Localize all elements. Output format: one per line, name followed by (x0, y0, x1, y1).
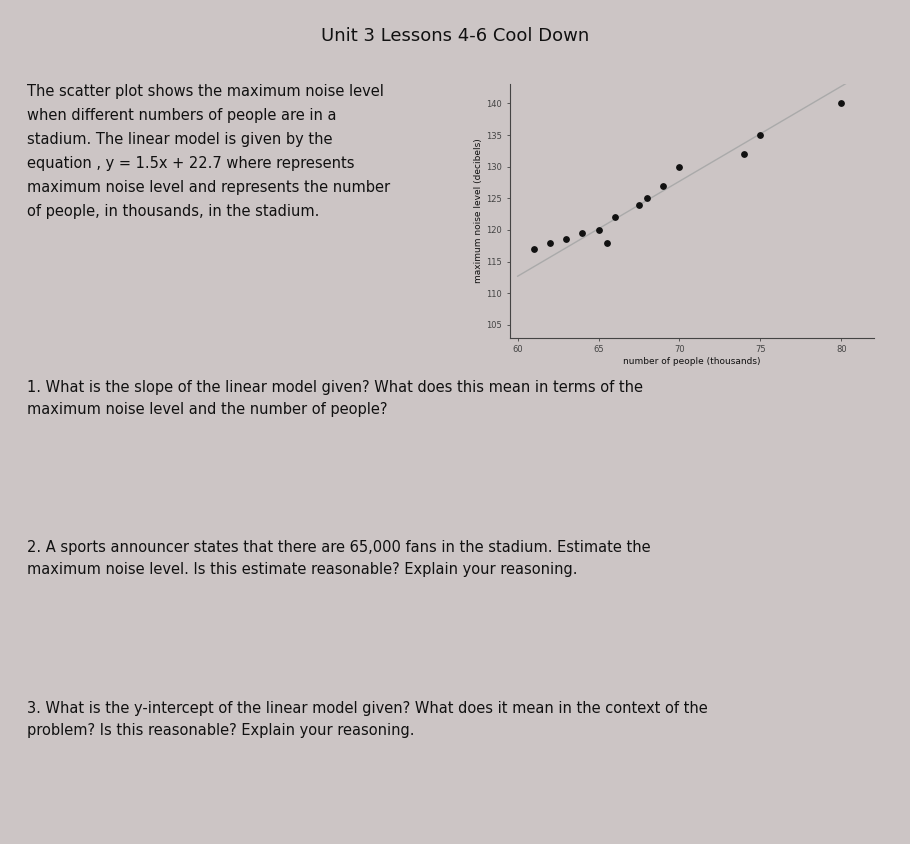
Point (559, 233, 573, 246)
Point (656, 179, 671, 192)
Point (834, 97, 848, 111)
Point (527, 242, 541, 256)
Point (542, 236, 557, 250)
Point (737, 148, 752, 161)
Point (753, 128, 768, 142)
Point (672, 160, 687, 174)
X-axis label: number of people (thousands): number of people (thousands) (622, 357, 761, 366)
Text: The scatter plot shows the maximum noise level
when different numbers of people : The scatter plot shows the maximum noise… (27, 84, 390, 219)
Point (632, 198, 646, 212)
Text: 3. What is the y-intercept of the linear model given? What does it mean in the c: 3. What is the y-intercept of the linear… (27, 701, 708, 738)
Point (592, 224, 606, 237)
Text: 1. What is the slope of the linear model given? What does this mean in terms of : 1. What is the slope of the linear model… (27, 380, 643, 417)
Point (608, 211, 622, 225)
Y-axis label: maximum noise level (decibels): maximum noise level (decibels) (474, 138, 483, 284)
Point (640, 192, 654, 205)
Point (600, 236, 614, 250)
Text: 2. A sports announcer states that there are 65,000 fans in the stadium. Estimate: 2. A sports announcer states that there … (27, 540, 651, 577)
Text: Unit 3 Lessons 4-6 Cool Down: Unit 3 Lessons 4-6 Cool Down (321, 27, 589, 45)
Point (575, 226, 590, 240)
